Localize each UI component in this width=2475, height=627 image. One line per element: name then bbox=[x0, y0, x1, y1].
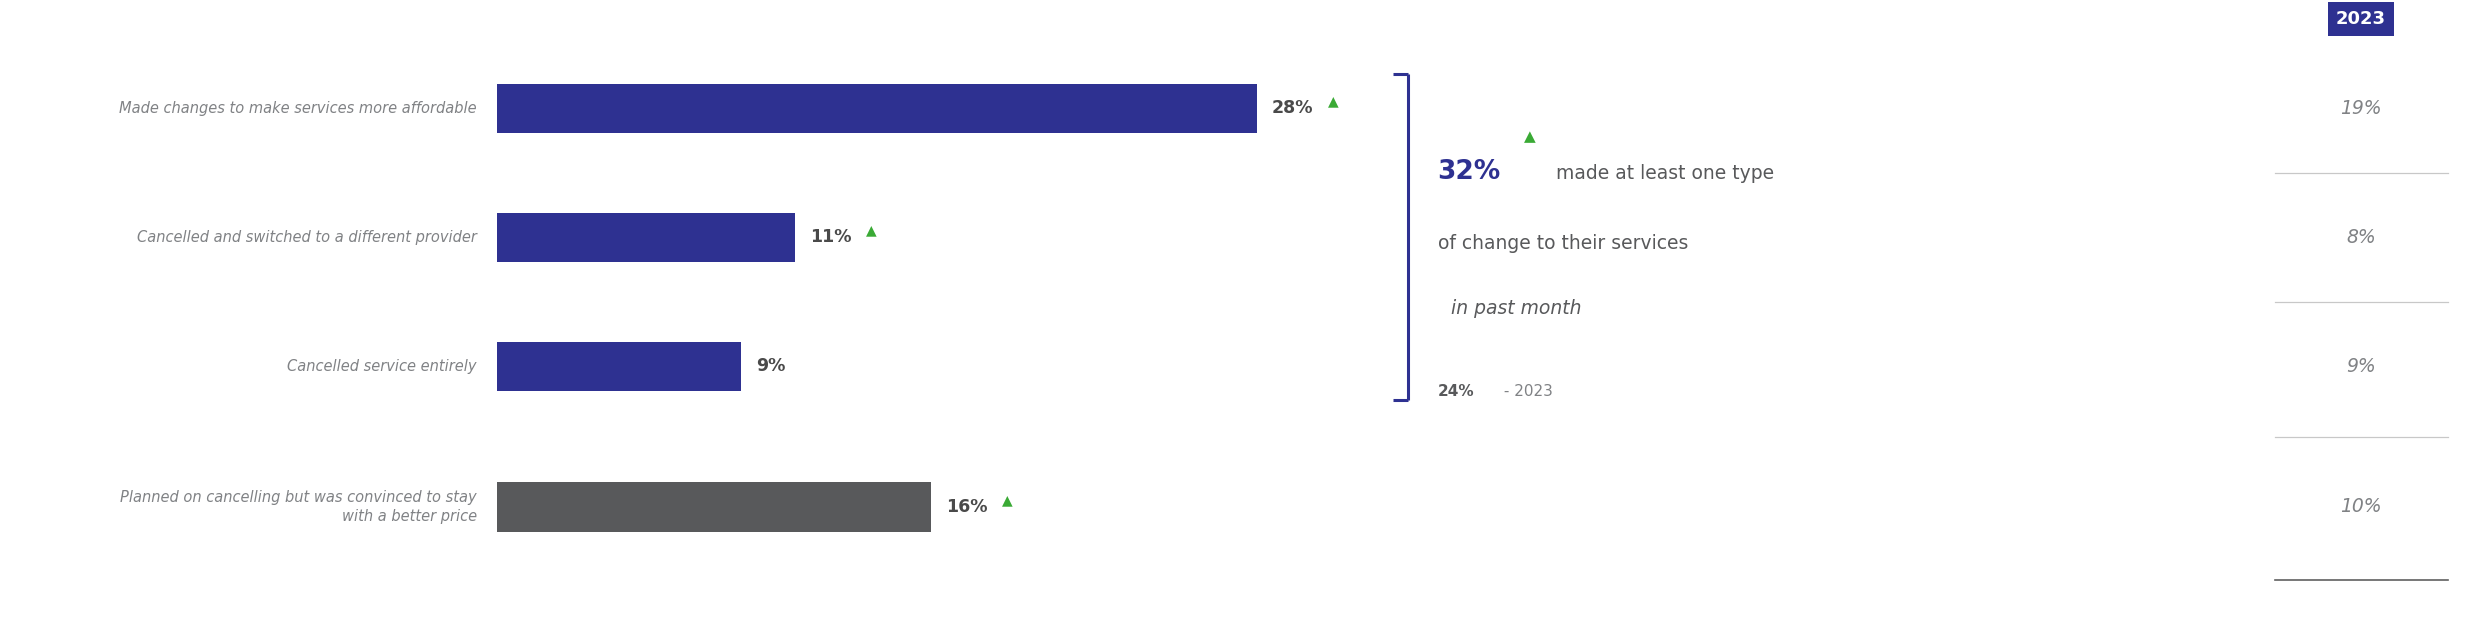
Text: 9%: 9% bbox=[755, 357, 785, 376]
Text: made at least one type: made at least one type bbox=[1557, 164, 1775, 182]
Bar bbox=[497, 83, 1257, 133]
Text: Cancelled and switched to a different provider: Cancelled and switched to a different pr… bbox=[136, 229, 478, 245]
Text: 10%: 10% bbox=[2341, 497, 2381, 517]
Text: 11%: 11% bbox=[809, 228, 851, 246]
Text: 2023: 2023 bbox=[2336, 10, 2386, 28]
Text: Planned on cancelling but was convinced to stay
with a better price: Planned on cancelling but was convinced … bbox=[121, 490, 478, 524]
Bar bbox=[497, 342, 740, 391]
Text: - 2023: - 2023 bbox=[1500, 384, 1554, 399]
Text: 32%: 32% bbox=[1438, 159, 1500, 185]
Text: 19%: 19% bbox=[2341, 99, 2381, 118]
Text: Cancelled service entirely: Cancelled service entirely bbox=[287, 359, 478, 374]
Text: ▲: ▲ bbox=[866, 223, 876, 237]
Text: ▲: ▲ bbox=[1002, 493, 1012, 507]
Bar bbox=[497, 482, 931, 532]
Text: 16%: 16% bbox=[945, 498, 988, 516]
Text: ▲: ▲ bbox=[1329, 94, 1339, 108]
Text: 8%: 8% bbox=[2346, 228, 2376, 247]
Text: 28%: 28% bbox=[1272, 99, 1314, 117]
Text: 9%: 9% bbox=[2346, 357, 2376, 376]
Bar bbox=[497, 213, 794, 262]
Text: 24%: 24% bbox=[1438, 384, 1475, 399]
Text: of change to their services: of change to their services bbox=[1438, 234, 1688, 253]
Text: in past month: in past month bbox=[1445, 298, 1582, 317]
Text: ▲: ▲ bbox=[1525, 129, 1534, 144]
Text: Made changes to make services more affordable: Made changes to make services more affor… bbox=[119, 101, 478, 116]
